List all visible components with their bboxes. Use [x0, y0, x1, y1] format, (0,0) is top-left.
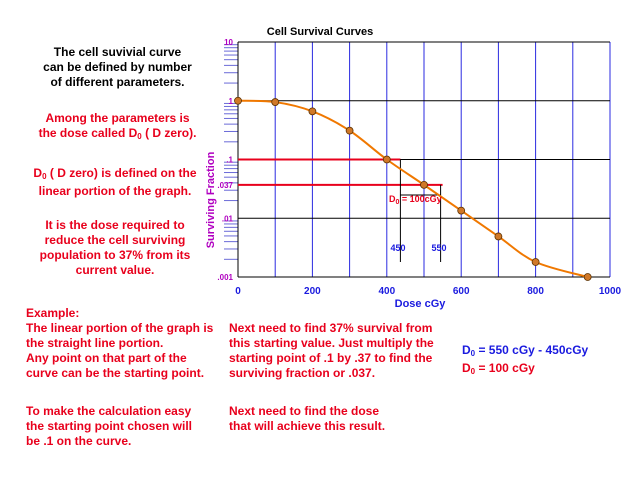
x-tick-label: 0	[235, 286, 241, 297]
next-step-text: Next need to find 37% survival from this…	[229, 321, 434, 381]
y-axis-title: Surviving Fraction	[205, 151, 217, 248]
x-tick-label: 1000	[599, 286, 622, 297]
calc-line: To make the calculation easy	[26, 404, 192, 418]
data-point	[308, 107, 317, 116]
y-tick-label: .1	[226, 156, 233, 165]
y-tick-label: .001	[217, 273, 233, 282]
intro-line: can be defined by number	[43, 60, 192, 74]
survival-curve	[237, 99, 588, 278]
req-text: It is the dose required to reduce the ce…	[15, 218, 215, 278]
example-text: Example: The linear portion of the graph…	[26, 306, 213, 381]
example-line: Example:	[26, 306, 80, 320]
x-axis-title: Dose cGy	[395, 298, 447, 310]
data-point	[420, 180, 428, 189]
y-tick-label: .01	[222, 214, 234, 223]
calc-text: To make the calculation easy the startin…	[26, 404, 192, 449]
req-line: reduce the cell surviving	[44, 233, 186, 247]
annotation-550: 550	[431, 243, 446, 253]
example-line: The linear portion of the graph is	[26, 321, 214, 335]
intro-line: of different parameters.	[50, 75, 185, 89]
x-tick-label: 200	[304, 286, 321, 297]
example-line: the straight line portion.	[26, 336, 164, 350]
find-dose-text: Next need to find the dose that will ach…	[229, 404, 385, 434]
calc-line: the starting point chosen will	[26, 419, 193, 433]
example-line: curve can be the starting point.	[26, 366, 205, 380]
x-tick-label: 800	[527, 286, 544, 297]
chart-title: Cell Survival Curves	[267, 26, 373, 38]
x-tick-label: 400	[378, 286, 395, 297]
chart-grid	[238, 41, 611, 277]
param-line: Among the parameters is	[45, 111, 190, 125]
data-point	[271, 98, 280, 106]
example-line: Any point on that part of the	[26, 351, 187, 365]
next-step-line: this starting value. Just multiply the	[229, 336, 434, 350]
next-step-line: Next need to find 37% survival from	[229, 321, 433, 335]
next-step-line: surviving fraction or .037.	[229, 366, 376, 380]
d0-formula: D0 = 550 cGy - 450cGy D0 = 100 cGy	[462, 343, 588, 379]
y-minor-ticks	[224, 44, 238, 260]
data-point	[494, 232, 503, 241]
def-line: D0 ( D zero) is defined on the	[33, 166, 197, 181]
req-line: It is the dose required to	[45, 218, 185, 232]
intro-text: The cell suvivial curve can be defined b…	[15, 45, 220, 90]
param-text: Among the parameters is the dose called …	[15, 111, 220, 144]
y-tick-label: 10	[224, 38, 233, 47]
x-tick-labels: 0 200 400 600 800 1000	[235, 286, 621, 297]
param-line: the dose called D0 ( D zero).	[38, 126, 197, 141]
x-tick-label: 600	[453, 286, 470, 297]
data-point	[457, 206, 466, 215]
req-line: population to 37% from its	[39, 248, 191, 262]
data-point	[583, 273, 592, 281]
y-tick-labels: 10 1 .1 .037 .01 .001	[217, 38, 233, 282]
find-dose-line: Next need to find the dose	[229, 404, 380, 418]
annotation-d0: D0 = 100cGy	[389, 194, 442, 206]
data-point	[234, 96, 242, 105]
intro-line: The cell suvivial curve	[53, 45, 182, 59]
def-text: D0 ( D zero) is defined on the linear po…	[10, 166, 220, 199]
d0-formula-line-1: D0 = 550 cGy - 450cGy	[462, 343, 589, 358]
data-point	[382, 155, 391, 164]
annotation-450: 450	[390, 243, 405, 253]
d0-guides	[238, 158, 443, 262]
next-step-line: starting point of .1 by .37 to find the	[229, 351, 433, 365]
y-tick-label: 1	[229, 97, 234, 106]
def-line: linear portion of the graph.	[38, 184, 192, 198]
d0-formula-line-2: D0 = 100 cGy	[462, 361, 535, 376]
calc-line: be .1 on the curve.	[26, 434, 132, 448]
data-point	[531, 258, 540, 266]
y-tick-label: .037	[217, 181, 233, 190]
find-dose-line: that will achieve this result.	[229, 419, 386, 433]
req-line: current value.	[75, 263, 155, 277]
data-point	[345, 126, 354, 135]
data-points	[234, 96, 592, 281]
